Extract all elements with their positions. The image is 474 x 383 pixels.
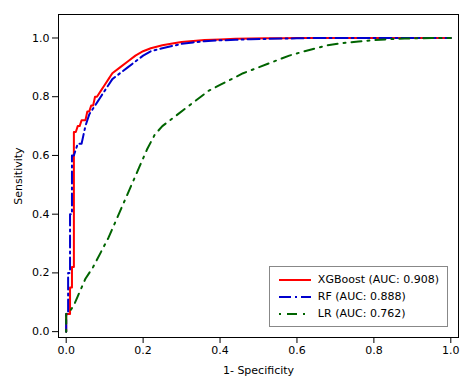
svg-text:0.4: 0.4	[32, 208, 50, 221]
svg-text:0.0: 0.0	[57, 344, 75, 357]
svg-text:0.6: 0.6	[288, 344, 306, 357]
html-text:XGBoost (AUC: 0.908): XGBoost (AUC: 0.908)	[317, 273, 439, 286]
svg-text:0.6: 0.6	[32, 149, 50, 162]
svg-text:0.8: 0.8	[32, 90, 50, 103]
svg-text:0.4: 0.4	[211, 344, 229, 357]
html-text:RF (AUC: 0.888): RF (AUC: 0.888)	[317, 290, 406, 303]
html-text:LR (AUC: 0.762): LR (AUC: 0.762)	[317, 307, 406, 320]
svg-text:1- Specificity: 1- Specificity	[223, 364, 295, 377]
svg-text:Sensitivity: Sensitivity	[12, 147, 25, 205]
svg-text:0.2: 0.2	[32, 266, 50, 279]
svg-text:1.0: 1.0	[442, 344, 460, 357]
svg-text:0.2: 0.2	[134, 344, 152, 357]
svg-text:0.0: 0.0	[32, 325, 50, 338]
svg-text:0.8: 0.8	[365, 344, 383, 357]
svg-text:1.0: 1.0	[32, 32, 50, 45]
